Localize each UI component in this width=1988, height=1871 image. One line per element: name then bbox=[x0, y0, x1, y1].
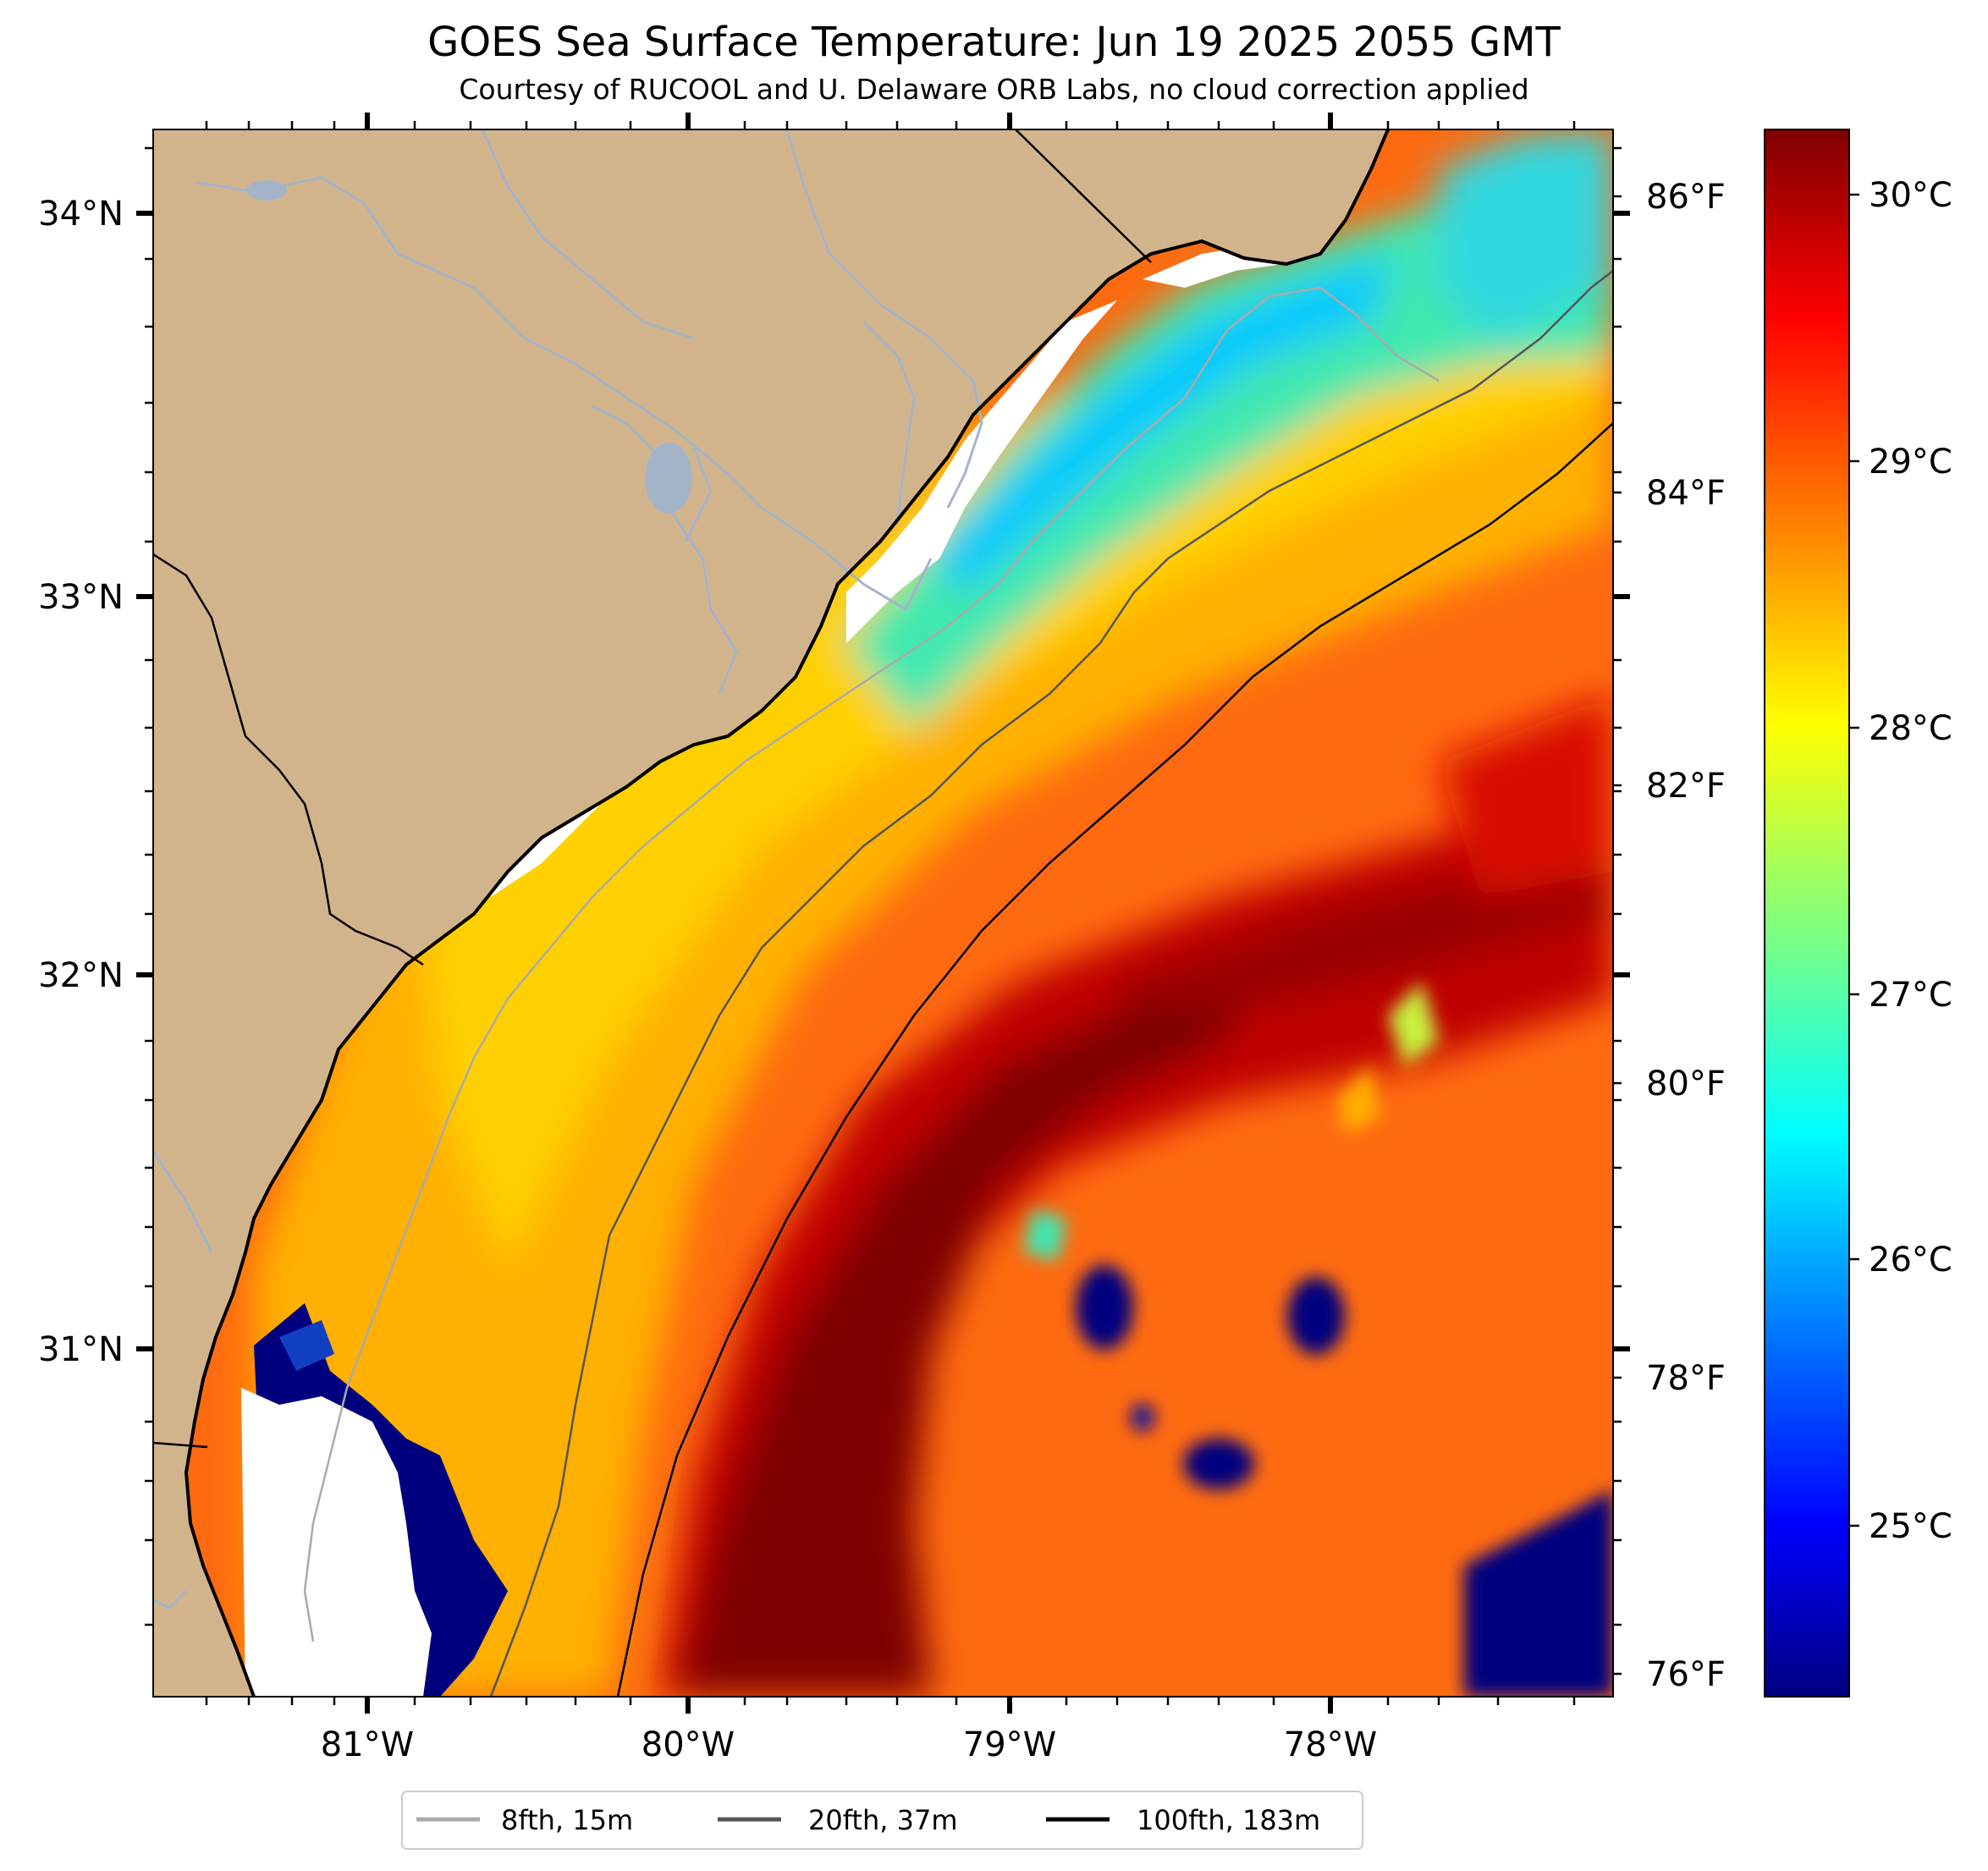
colorbar-ticks bbox=[1849, 193, 1859, 1527]
lon-major-ticks bbox=[365, 113, 1333, 1714]
cb-label-29c: 29°C bbox=[1869, 443, 1952, 482]
contour-100fth bbox=[616, 422, 1613, 1697]
cb-label-25c: 25°C bbox=[1869, 1507, 1952, 1546]
cold-patches bbox=[1024, 982, 1613, 1697]
fahrenheit-ticks bbox=[1613, 195, 1622, 1676]
f-label-86: 86°F bbox=[1646, 178, 1726, 217]
cb-label-28c: 28°C bbox=[1869, 709, 1952, 748]
rivers bbox=[153, 129, 983, 1610]
nodata-georgia bbox=[241, 1388, 432, 1697]
cold-water-edge bbox=[279, 1320, 334, 1371]
map-title: GOES Sea Surface Temperature: Jun 19 202… bbox=[427, 19, 1561, 66]
contour-20fth bbox=[489, 270, 1613, 1697]
lon-label-81w: 81°W bbox=[321, 1725, 414, 1764]
cb-label-27c: 27°C bbox=[1869, 976, 1952, 1015]
legend-label-20fth: 20fth, 37m bbox=[808, 1804, 957, 1836]
lat-label-34n: 34°N bbox=[38, 195, 124, 234]
lat-label-31n: 31°N bbox=[38, 1330, 124, 1369]
legend-box bbox=[401, 1791, 1363, 1850]
f-label-78: 78°F bbox=[1646, 1359, 1726, 1398]
map-subtitle: Courtesy of RUCOOL and U. Delaware ORB L… bbox=[459, 73, 1529, 106]
lon-label-80w: 80°W bbox=[642, 1725, 735, 1764]
cb-label-30c: 30°C bbox=[1869, 176, 1952, 215]
colorbar bbox=[1764, 129, 1850, 1698]
f-label-76: 76°F bbox=[1646, 1655, 1726, 1694]
map-area bbox=[153, 129, 1613, 1697]
lake-marion bbox=[645, 443, 692, 514]
lake-icon bbox=[246, 180, 287, 201]
minor-ticks bbox=[145, 121, 1622, 1705]
f-label-80: 80°F bbox=[1646, 1065, 1726, 1103]
legend-label-100fth: 100fth, 183m bbox=[1137, 1804, 1320, 1836]
lon-label-78w: 78°W bbox=[1284, 1725, 1377, 1764]
coastline bbox=[184, 129, 1390, 1697]
state-borders bbox=[153, 129, 1152, 1449]
lat-label-32n: 32°N bbox=[38, 956, 124, 995]
lat-major-ticks bbox=[136, 211, 1630, 1351]
cb-label-26c: 26°C bbox=[1869, 1241, 1952, 1279]
legend: 8fth, 15m 20fth, 37m 100fth, 183m bbox=[401, 1791, 1363, 1850]
f-label-84: 84°F bbox=[1646, 474, 1726, 513]
f-label-82: 82°F bbox=[1646, 767, 1726, 806]
lat-label-33n: 33°N bbox=[38, 578, 124, 617]
lon-label-79w: 79°W bbox=[963, 1725, 1056, 1764]
land bbox=[153, 129, 1388, 1697]
contour-8fth bbox=[303, 286, 1440, 1643]
nodata-sc bbox=[846, 300, 1117, 643]
sst-field bbox=[254, 129, 1613, 1697]
legend-label-8fth: 8fth, 15m bbox=[501, 1804, 633, 1836]
